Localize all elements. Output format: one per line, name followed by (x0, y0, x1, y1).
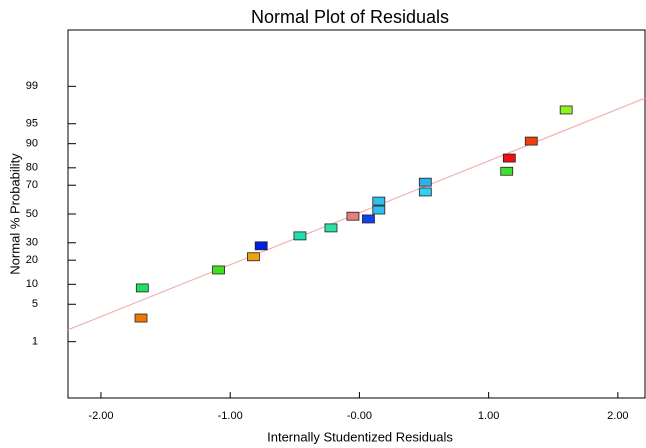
x-tick-label: -1.00 (218, 410, 243, 422)
point (134, 313, 148, 323)
x-tick-label: -0.00 (347, 410, 372, 422)
point (372, 196, 386, 206)
y-tick-label: 50 (26, 208, 38, 220)
x-axis-title: Internally Studentized Residuals (267, 429, 453, 444)
y-tick-label: 30 (26, 237, 38, 249)
point (247, 252, 260, 262)
point (135, 283, 149, 293)
point (559, 105, 573, 115)
y-tick-label: 90 (26, 138, 38, 150)
point (418, 177, 432, 187)
point (500, 166, 514, 176)
y-tick-label: 20 (26, 254, 38, 266)
point (362, 214, 375, 224)
x-tick-label: 1.00 (478, 410, 499, 422)
point (324, 223, 338, 233)
point (524, 136, 538, 146)
x-tick-label: 2.00 (607, 410, 628, 422)
y-axis-title: Normal % Probability (7, 153, 22, 275)
point (212, 265, 225, 275)
point (346, 211, 360, 221)
point (502, 153, 516, 163)
y-tick-label: 5 (32, 298, 38, 310)
y-tick-label: 99 (26, 80, 38, 92)
y-tick-label: 80 (26, 162, 38, 174)
y-tick-label: 1 (32, 336, 38, 348)
chart-title: Normal Plot of Residuals (251, 7, 449, 27)
point (254, 241, 268, 251)
point (293, 231, 307, 241)
point (418, 187, 432, 197)
y-tick-label: 70 (26, 179, 38, 191)
x-tick-label: -2.00 (88, 410, 113, 422)
point (372, 205, 386, 215)
y-tick-label: 95 (26, 118, 38, 130)
y-tick-label: 10 (26, 278, 38, 290)
